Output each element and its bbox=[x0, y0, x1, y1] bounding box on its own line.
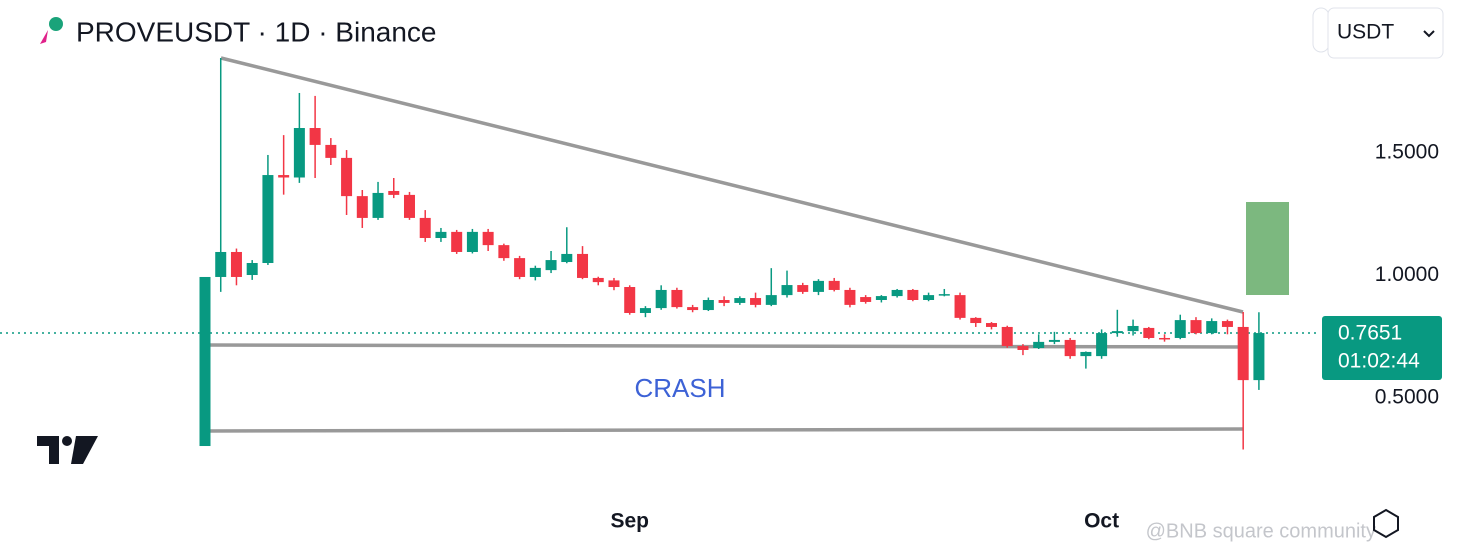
candle-body bbox=[341, 157, 353, 197]
candle-body bbox=[844, 289, 856, 305]
tv-logo bbox=[37, 436, 98, 464]
support-line bbox=[204, 343, 1244, 349]
candle-body bbox=[1253, 333, 1265, 381]
candle-body bbox=[1127, 325, 1139, 332]
toolbar-edge bbox=[1312, 7, 1330, 53]
candle-body bbox=[545, 260, 557, 271]
candle-body bbox=[828, 280, 840, 290]
candle-body bbox=[860, 297, 872, 302]
candle-body bbox=[1017, 346, 1029, 350]
candle-body bbox=[325, 144, 337, 158]
candle-body bbox=[278, 175, 290, 178]
y-tick-label: 1.0000 bbox=[1375, 263, 1439, 286]
candle-body bbox=[891, 289, 903, 297]
x-tick-label: Sep bbox=[610, 510, 649, 533]
candle-body bbox=[639, 308, 651, 313]
candle-body bbox=[1048, 339, 1060, 342]
candle-body bbox=[812, 280, 824, 292]
candle-body bbox=[514, 258, 526, 277]
countdown-label: 01:02:44 bbox=[1338, 350, 1420, 373]
candle-body bbox=[970, 317, 982, 324]
candle-body bbox=[1143, 327, 1155, 338]
candle-body bbox=[435, 231, 447, 239]
candle-body bbox=[907, 289, 919, 300]
candle-body bbox=[293, 128, 305, 178]
trendline bbox=[220, 56, 1244, 314]
dropdown-caret bbox=[1423, 30, 1435, 38]
candle-body bbox=[529, 267, 541, 277]
candle-body bbox=[781, 285, 793, 296]
candle-body bbox=[246, 263, 258, 276]
symbol-logo bbox=[38, 17, 66, 47]
settings-icon[interactable] bbox=[1373, 508, 1399, 539]
candle-body bbox=[215, 251, 227, 277]
chart-title: PROVEUSDT · 1D · Binance bbox=[76, 16, 437, 47]
candle-body bbox=[1033, 341, 1045, 349]
candle-body bbox=[986, 323, 997, 327]
candle-body bbox=[702, 300, 714, 311]
candle-body bbox=[498, 245, 510, 259]
candle-body bbox=[388, 190, 400, 195]
crash-line bbox=[204, 427, 1244, 433]
candle-body bbox=[309, 128, 321, 145]
candle-body bbox=[923, 295, 935, 300]
candle-body bbox=[671, 289, 683, 308]
candle-body bbox=[561, 253, 573, 263]
candle-body bbox=[624, 287, 636, 313]
candle-body bbox=[592, 277, 604, 283]
candle-body bbox=[230, 251, 242, 277]
candle-body bbox=[1064, 339, 1076, 357]
candle-body bbox=[1237, 326, 1249, 381]
currency-label: USDT bbox=[1337, 21, 1394, 44]
watermark: @BNB square community bbox=[1146, 520, 1376, 542]
annotation: CRASH bbox=[634, 373, 725, 403]
candle-body bbox=[1174, 320, 1186, 338]
y-tick-label: 1.5000 bbox=[1375, 141, 1439, 164]
candle-body bbox=[750, 298, 762, 305]
candle-body bbox=[451, 231, 463, 252]
candle-body bbox=[372, 192, 384, 218]
candle-body bbox=[403, 194, 415, 218]
candle-body bbox=[262, 175, 274, 264]
x-tick-label: Oct bbox=[1084, 510, 1119, 533]
target-box bbox=[1246, 202, 1289, 295]
candle-body bbox=[954, 295, 966, 318]
candle-body bbox=[1221, 321, 1233, 327]
candle-body bbox=[1159, 337, 1171, 340]
candle-body bbox=[419, 217, 431, 239]
candle-body bbox=[199, 276, 211, 447]
candle-body bbox=[938, 294, 950, 296]
candle-body bbox=[608, 280, 620, 288]
candle-body bbox=[875, 296, 887, 300]
candle-body bbox=[1096, 333, 1108, 357]
candle-body bbox=[1190, 320, 1202, 334]
candle-body bbox=[734, 298, 746, 303]
candle-body bbox=[765, 295, 777, 305]
candle-body bbox=[718, 300, 730, 303]
candle-body bbox=[466, 231, 478, 252]
y-tick-label: 0.5000 bbox=[1375, 386, 1439, 409]
last-price-label: 0.7651 bbox=[1338, 322, 1402, 345]
candle-body bbox=[577, 253, 589, 278]
candle-body bbox=[482, 231, 494, 246]
candle-body bbox=[687, 307, 699, 311]
currency-dropdown[interactable] bbox=[1327, 7, 1444, 59]
candle-body bbox=[1080, 351, 1092, 357]
candle-body bbox=[1111, 331, 1123, 334]
candle-body bbox=[356, 196, 368, 218]
price-label-box bbox=[1322, 316, 1442, 381]
candle-body bbox=[655, 289, 667, 309]
candle-body bbox=[797, 285, 809, 292]
candle-body bbox=[1001, 326, 1013, 347]
candle-body bbox=[1206, 321, 1218, 334]
